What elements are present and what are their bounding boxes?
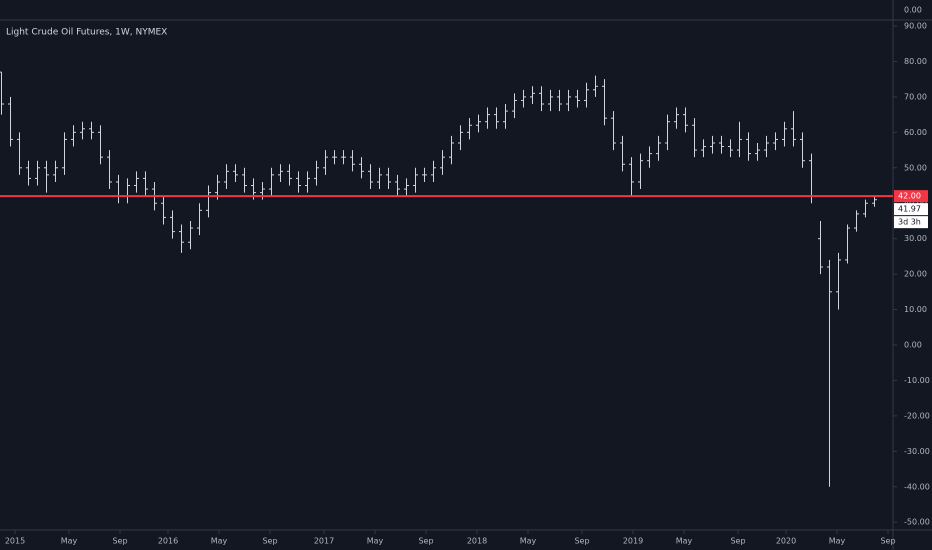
x-tick-label: 2015 [5, 537, 25, 546]
y-tick-label: -50.00 [904, 518, 930, 527]
price-line-box [894, 190, 928, 203]
x-tick-label: 2019 [623, 537, 643, 546]
x-tick-label: 2020 [776, 537, 796, 546]
x-tick-label: Sep [730, 537, 745, 546]
y-tick-label: 60.00 [904, 128, 927, 137]
y-tick-label: 10.00 [904, 305, 927, 314]
y-tick-label: 30.00 [904, 234, 927, 243]
y-tick-label: -10.00 [904, 376, 930, 385]
x-tick-label: May [676, 537, 693, 546]
top-pane-label: 0.00 [904, 6, 922, 15]
x-tick-label: 2017 [314, 537, 334, 546]
x-tick-label: Sep [262, 537, 277, 546]
x-tick-label: May [829, 537, 846, 546]
y-tick-label: 70.00 [904, 92, 927, 101]
last-price-box [894, 203, 928, 216]
x-tick-label: Sep [418, 537, 433, 546]
chart-title: Light Crude Oil Futures, 1W, NYMEX [6, 28, 167, 38]
countdown-box [894, 216, 928, 229]
price-line-label: 42.00 [898, 192, 921, 201]
x-tick-label: May [367, 537, 384, 546]
y-tick-label: 50.00 [904, 163, 927, 172]
x-tick-label: Sep [574, 537, 589, 546]
y-tick-label: 20.00 [904, 270, 927, 279]
x-tick-label: Sep [112, 537, 127, 546]
y-tick-label: 90.00 [904, 22, 927, 31]
x-tick-label: 2016 [158, 537, 178, 546]
x-tick-label: May [520, 537, 537, 546]
countdown-label: 3d 3h [898, 218, 921, 227]
last-price-label: 41.97 [898, 205, 921, 214]
y-tick-label: -40.00 [904, 482, 930, 491]
y-tick-label: 80.00 [904, 57, 927, 66]
y-tick-label: -20.00 [904, 411, 930, 420]
x-tick-label: May [61, 537, 78, 546]
y-tick-label: -30.00 [904, 447, 930, 456]
y-tick-label: 0.00 [904, 340, 922, 349]
x-tick-label: May [211, 537, 228, 546]
x-tick-label: 2018 [467, 537, 487, 546]
x-tick-label: Sep [880, 537, 895, 546]
